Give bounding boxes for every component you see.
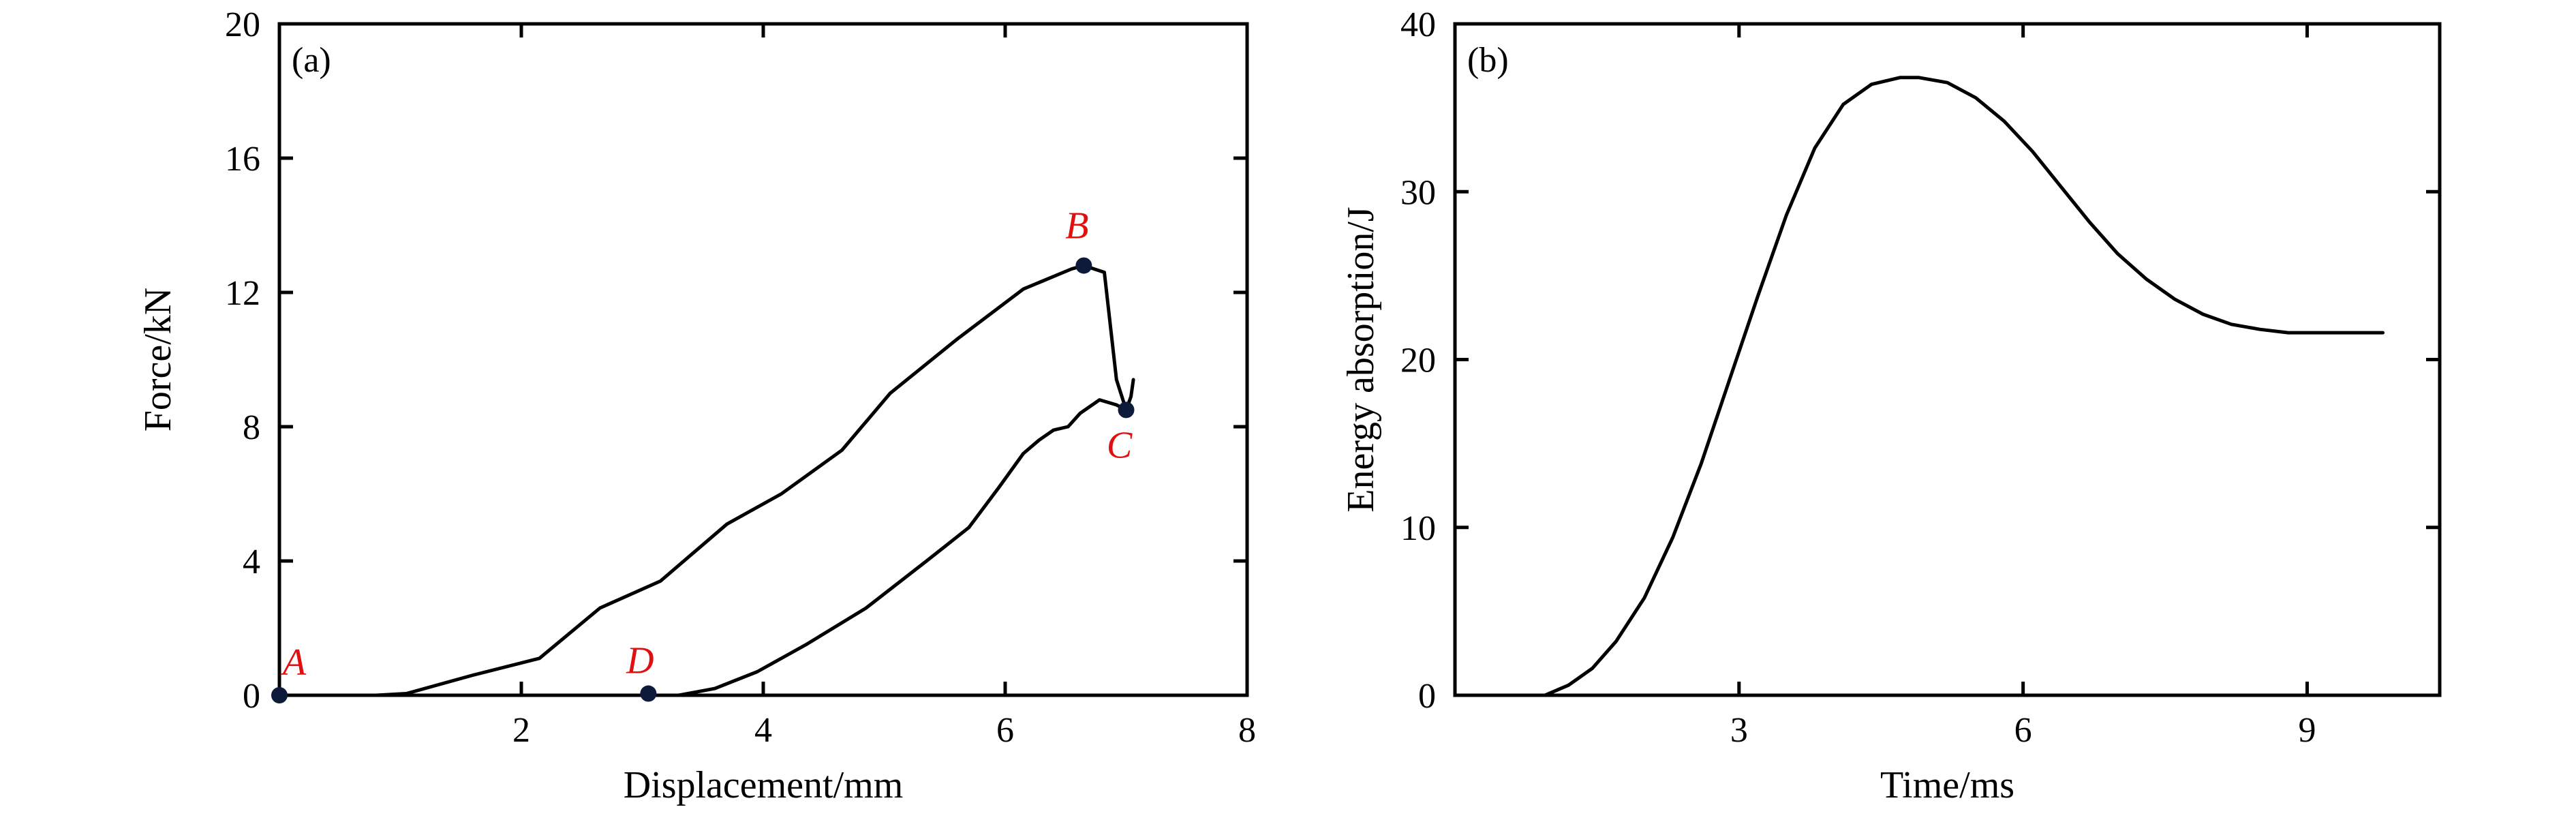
b-ytick-label: 20: [1400, 341, 1436, 380]
a-ytick-label: 20: [225, 5, 260, 44]
b-x-axis-label: Time/ms: [1880, 764, 2014, 806]
a-ytick-label: 12: [225, 274, 260, 313]
b-panel-label: (b): [1467, 41, 1509, 80]
b-ytick-label: 10: [1400, 509, 1436, 548]
panel-b-energy-absorption: 0 10 20 30 40 3 6 9 Time/ms Energy absorption/J (b…: [1340, 5, 2442, 806]
a-x-axis-label: Displacement/mm: [624, 764, 904, 806]
a-ytick-label: 4: [243, 543, 260, 581]
b-ytick-label: 0: [1418, 677, 1436, 716]
a-series-unloading: [677, 398, 1128, 697]
a-point-label-B: B: [1065, 205, 1088, 247]
a-panel-label: (a): [292, 41, 331, 80]
a-y-axis-label: Force/kN: [137, 288, 179, 432]
a-point-label-C: C: [1107, 424, 1133, 466]
b-xtick-label: 6: [2014, 711, 2032, 750]
a-point-B: [1075, 257, 1092, 274]
b-y-axis-label: Energy absorption/J: [1340, 207, 1382, 512]
a-point-A: [271, 687, 288, 703]
a-point-label-D: D: [626, 640, 654, 682]
a-point-D: [640, 685, 657, 702]
b-series-energy: [1501, 76, 2385, 697]
a-xtick-label: 2: [512, 711, 530, 750]
a-plot-frame: [277, 22, 1249, 697]
a-point-C: [1118, 401, 1135, 419]
b-xtick-label: 9: [2298, 711, 2316, 750]
b-ytick-label: 30: [1400, 173, 1436, 212]
a-xtick-label: 6: [996, 711, 1014, 750]
a-point-label-A: A: [280, 641, 307, 684]
a-ytick-label: 16: [225, 140, 260, 179]
a-xtick-label: 4: [754, 711, 772, 750]
b-plot-frame: [1453, 22, 2442, 697]
a-series-loading: [277, 264, 1128, 697]
a-ytick-label: 8: [243, 408, 260, 447]
b-xtick-label: 3: [1730, 711, 1748, 750]
a-ytick-label: 0: [243, 677, 260, 716]
a-xtick-label: 8: [1238, 711, 1256, 750]
b-ytick-label: 40: [1400, 5, 1436, 44]
